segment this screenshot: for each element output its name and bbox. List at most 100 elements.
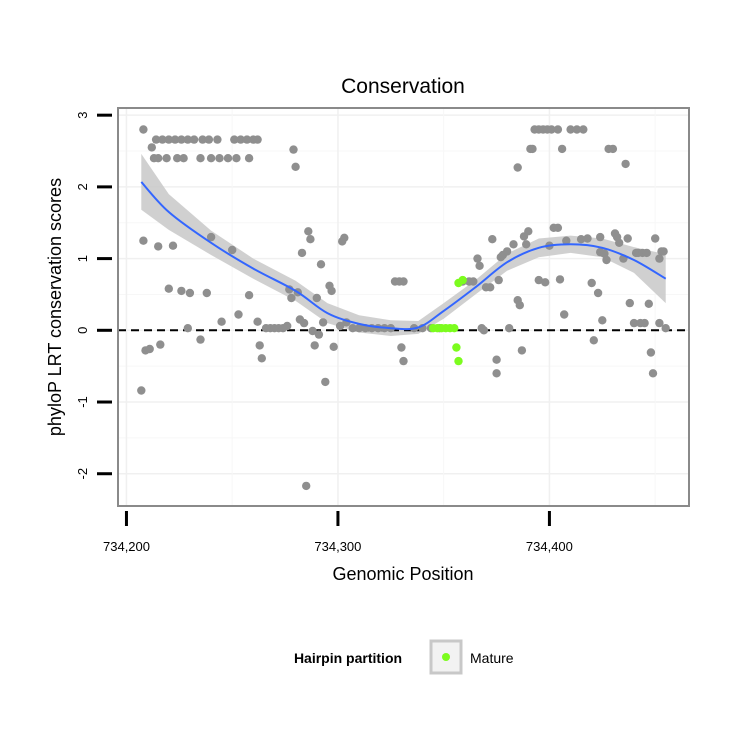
data-point-mature	[450, 324, 459, 333]
data-point	[475, 261, 484, 270]
data-point	[522, 240, 531, 249]
data-point	[553, 125, 563, 134]
data-point	[615, 238, 624, 247]
data-point	[648, 369, 658, 378]
data-point	[655, 318, 664, 328]
data-point	[147, 143, 156, 152]
y-tick-label: 3	[75, 112, 90, 119]
data-point	[206, 232, 216, 242]
smooth-line-layer	[140, 181, 667, 331]
data-point	[646, 348, 656, 357]
data-point	[253, 135, 262, 144]
data-point	[596, 232, 605, 242]
data-point	[329, 342, 338, 351]
data-point	[316, 260, 326, 269]
data-point	[397, 343, 406, 352]
data-point	[204, 135, 214, 144]
data-point	[255, 341, 264, 350]
data-point	[137, 386, 146, 395]
data-point	[469, 277, 478, 286]
data-point	[557, 144, 567, 154]
data-point	[348, 324, 357, 333]
y-tick-label: -1	[75, 396, 90, 408]
data-point	[579, 125, 588, 134]
data-point	[553, 223, 563, 232]
data-point	[621, 159, 630, 169]
data-point	[340, 233, 349, 242]
data-point	[517, 346, 527, 355]
data-point	[287, 293, 296, 303]
data-point	[308, 326, 317, 336]
data-point	[513, 163, 522, 172]
data-point	[164, 135, 173, 144]
data-point	[291, 162, 300, 171]
data-point	[576, 235, 586, 244]
data-point	[488, 235, 497, 244]
data-point	[302, 481, 311, 491]
data-point	[479, 326, 489, 335]
legend-key	[429, 639, 463, 675]
data-point	[139, 236, 148, 245]
x-tick-label: 734,300	[314, 539, 361, 554]
data-point	[534, 275, 543, 285]
data-point	[198, 135, 207, 144]
data-point	[318, 318, 328, 327]
data-point	[555, 275, 565, 284]
data-point	[589, 336, 598, 345]
data-point	[608, 144, 618, 154]
x-tick-label: 734,400	[526, 539, 573, 554]
data-point	[492, 369, 501, 378]
legend-mature-swatch	[442, 653, 450, 661]
y-tick-label: -2	[75, 468, 90, 480]
data-point	[151, 135, 161, 144]
x-tick-label: 734,200	[103, 539, 150, 554]
chart-title: Conservation	[341, 75, 465, 98]
legend-title: Hairpin partition	[294, 650, 402, 666]
data-point	[236, 135, 245, 144]
legend: Hairpin partition Mature	[294, 639, 514, 675]
data-point	[644, 299, 653, 308]
data-point	[196, 335, 205, 344]
data-point	[304, 227, 313, 236]
data-point	[598, 316, 607, 325]
data-point	[505, 324, 514, 333]
data-point	[562, 236, 571, 245]
data-point	[253, 317, 262, 326]
data-point	[541, 278, 550, 287]
data-point	[196, 154, 205, 163]
data-point	[283, 321, 292, 331]
data-point	[327, 286, 336, 296]
data-point	[202, 288, 211, 298]
data-point	[560, 310, 569, 319]
data-point	[242, 135, 252, 144]
data-point	[473, 254, 482, 263]
data-point	[154, 242, 163, 251]
data-point	[156, 340, 165, 349]
data-point	[321, 377, 330, 387]
data-point	[528, 144, 537, 154]
data-point	[502, 247, 512, 256]
data-point	[244, 154, 254, 163]
data-point	[625, 298, 634, 308]
data-point	[640, 318, 649, 328]
data-point	[213, 135, 222, 144]
data-point	[183, 324, 192, 333]
data-point	[223, 154, 233, 163]
legend-label-mature: Mature	[470, 650, 514, 666]
data-point-mature	[452, 343, 461, 352]
data-point	[659, 247, 668, 256]
data-point	[217, 317, 226, 326]
y-tick-label: 0	[75, 327, 90, 334]
data-point	[234, 310, 243, 319]
data-point	[179, 154, 188, 163]
data-point	[399, 277, 408, 286]
x-axis-title: Genomic Position	[332, 564, 473, 584]
data-point	[306, 235, 315, 244]
data-point	[158, 135, 167, 144]
data-point	[299, 318, 309, 328]
data-point	[492, 355, 501, 364]
smooth-line	[140, 181, 667, 331]
data-point	[230, 135, 239, 144]
data-point	[335, 321, 345, 331]
data-point	[623, 234, 632, 243]
